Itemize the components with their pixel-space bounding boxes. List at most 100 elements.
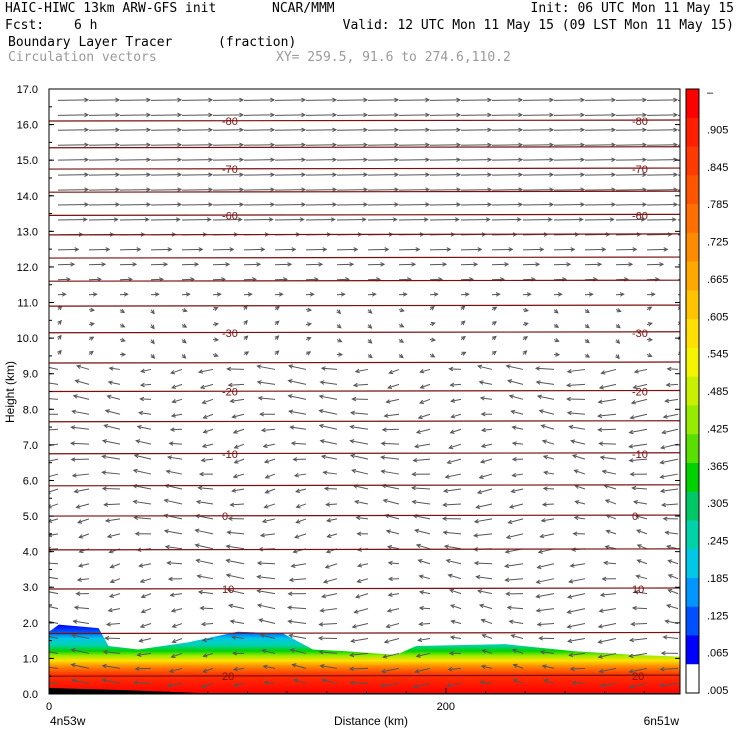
wind-vector-head-r38c20 [704,113,708,117]
wind-vector-head-r25c9 [336,309,342,315]
wind-vector-head-r38c15 [549,112,555,118]
wind-vector-r16c14 [481,443,493,447]
wind-vector-head-r16c14 [480,443,486,448]
colorbar-label-7: .545 [707,349,728,361]
wind-vector-head-r0c9 [321,678,327,683]
wind-vector-head-r1c17 [569,666,575,672]
y-tick-label-4: 4.0 [23,547,38,559]
wind-vector-r1c2 [102,665,121,669]
wind-vector-head-r17c13 [449,429,455,434]
tracer-region [49,624,680,694]
wind-vector-r8c4 [167,562,183,565]
wind-vector-head-r24c11 [399,323,405,328]
wind-vector-head-r38c4 [208,112,214,118]
wind-vector-head-r26c3 [154,292,160,297]
wind-vector-head-r13c2 [101,486,107,491]
wind-vector-head-r4c10 [351,624,357,629]
wind-vector-r6c2 [109,593,121,598]
wind-vector-head-r39c11 [425,97,431,103]
wind-vector-r11c15 [508,518,524,524]
wind-vector-r16c11 [381,442,400,445]
wind-vector-r9c11 [387,546,400,550]
wind-vector-r16c0 [49,443,59,447]
wind-vector-head-r10c6 [226,530,232,535]
wind-vector-head-r33c7 [301,187,307,192]
wind-vector-head-r24c14 [492,321,497,326]
wind-vector-head-r15c20 [659,459,665,465]
wind-vector-head-r2c7 [261,648,267,654]
wind-vector-r2c8 [290,649,307,654]
wind-vector-r20c17 [567,383,586,386]
wind-vector-head-r36c16 [580,142,586,148]
isotherm-line-6 [48,452,681,455]
wind-vector-r21c15 [506,365,524,370]
colorbar-swatch-1 [686,117,699,148]
wind-vector-r13c17 [575,485,586,490]
wind-vector-head-r20c14 [478,380,484,385]
wind-vector-head-r35c9 [363,157,369,162]
field-units: (fraction) [218,35,297,50]
wind-vector-r3c1 [72,634,90,639]
wind-vector-head-r38c10 [394,112,400,118]
wind-vector-r1c16 [542,665,555,669]
wind-vector-head-r28c13 [473,262,479,267]
wind-vector-head-r34c8 [332,172,338,177]
wind-vector-head-r35c11 [425,157,431,162]
wind-vector-head-r25c16 [553,309,559,314]
wind-vector-head-r7c8 [288,577,294,583]
wind-vector-r8c7 [257,562,276,565]
wind-vector-head-r8c6 [225,558,231,564]
wind-vector-r8c8 [291,563,307,567]
wind-vector-head-r9c13 [443,544,449,549]
wind-vector-r12c20 [662,503,679,506]
wind-vector-head-r13c5 [197,485,203,491]
wind-vector-head-r38c11 [425,112,431,118]
isotherm-label-2a: 10 [222,584,234,596]
wind-vector-r4c9 [319,623,338,626]
header-fcst-hours: 6 h [74,18,98,33]
wind-vector-head-r0c8 [292,678,299,683]
wind-vector-head-r25c18 [616,308,622,313]
isotherms: 20 20 10 10 0 0 -10 -10 -20 -20 -30 -30 -60 -60 -70 -70… [48,116,681,683]
wind-vector-r15c16 [543,455,555,460]
wind-vector-head-r35c2 [146,157,152,162]
wind-vector-head-r10c15 [505,534,511,540]
wind-vector-head-r16c0 [41,444,45,448]
isotherm-label-0a: 20 [222,671,234,683]
colorbar-swatch-9 [686,347,699,378]
wind-vector-head-r6c8 [287,591,293,597]
wind-vector-r10c18 [606,530,617,535]
wind-vector-head-r17c2 [103,423,109,429]
wind-vector-head-r22c9 [338,352,344,357]
wind-vector-head-r21c12 [419,369,425,374]
wind-vector-head-r3c17 [567,638,573,644]
wind-vector-head-r24c7 [274,320,280,326]
wind-vector-head-r10c17 [572,531,578,536]
colorbar-label-9: .425 [707,423,728,435]
wind-vector-head-r35c18 [642,157,648,162]
wind-vector-r19c7 [258,397,276,400]
wind-vector-r1c13 [448,667,462,671]
wind-vector-head-r39c7 [301,97,307,103]
wind-vector-r21c3 [141,368,152,373]
wind-vector-head-r31c14 [516,217,522,222]
wind-vector-head-r35c8 [332,157,338,162]
wind-vector-head-r21c0 [43,365,47,369]
wind-vector-r18c19 [630,413,648,419]
wind-vector-head-r16c3 [135,439,141,444]
wind-vector-r17c18 [598,428,617,431]
wind-vector-r0c17 [572,682,586,684]
wind-vector-head-r14c10 [351,468,357,474]
wind-vector-head-r3c18 [597,639,603,644]
wind-vector-head-r36c10 [394,142,400,148]
wind-vector-head-r35c16 [580,157,586,162]
y-tick-label-7: 7.0 [23,440,38,452]
wind-vector-head-r34c12 [456,172,462,177]
wind-vector-head-r21c15 [505,364,511,369]
wind-vector-head-r33c4 [208,187,214,192]
wind-vector-head-r3c2 [104,635,110,641]
wind-vector-head-r8c1 [77,563,84,568]
wind-vector-head-r6c1 [75,591,81,596]
wind-vector-r18c2 [105,410,121,415]
